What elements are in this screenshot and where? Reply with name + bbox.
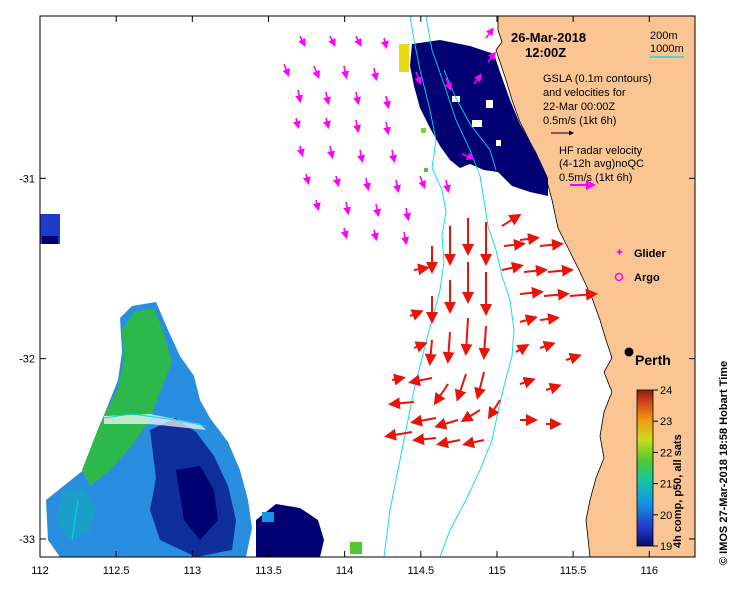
marker-legend: ✦ Glider Argo [614, 246, 667, 284]
radar-note: HF radar velocity (4-12h avg)noQC 0.5m/s… [559, 145, 644, 190]
perth-marker [624, 347, 634, 357]
svg-text:(4-12h avg)noQC: (4-12h avg)noQC [559, 158, 644, 170]
colorbar-tick-label: 19 [660, 541, 672, 553]
x-tick-label: 114 [336, 565, 354, 577]
svg-text:HF radar velocity: HF radar velocity [559, 145, 643, 157]
x-tick-label: 114.5 [407, 565, 434, 577]
colorbar-label: 4h comp, p50, all sats [672, 434, 684, 548]
x-tick-label: 112.5 [103, 565, 130, 577]
colorbar-tick-label: 24 [660, 385, 672, 397]
sst-colorbar: 24 23 22 21 20 19 4h comp, p50, all sats [636, 385, 684, 553]
gsla-velocity-arrows [282, 27, 496, 246]
colorbar-tick-label: 23 [660, 416, 672, 428]
date-label: 26-Mar-2018 [511, 30, 586, 45]
x-tick-label: 115.5 [560, 565, 587, 577]
y-tick-label: -33 [19, 534, 35, 546]
y-tick-label: -32 [19, 354, 35, 366]
argo-symbol [614, 272, 624, 282]
axis-ticks: 112 112.5 113 113.5 114 114.5 115 115.5 116 -31 -3… [19, 16, 695, 577]
plot-frame [39, 15, 696, 558]
glider-symbol: ✦ [615, 246, 624, 259]
svg-text:Argo: Argo [634, 272, 660, 284]
svg-text:GSLA (0.1m contours): GSLA (0.1m contours) [543, 73, 652, 85]
svg-text:Glider: Glider [634, 248, 667, 260]
time-label: 12:00Z [525, 45, 566, 60]
sst-coastal-specks [430, 96, 501, 156]
x-tick-label: 115 [488, 565, 506, 577]
x-tick-label: 113 [184, 565, 202, 577]
gsla-note: GSLA (0.1m contours) and velocities for … [543, 73, 652, 136]
sst-coastal-band [410, 40, 548, 196]
x-tick-label: 116 [641, 565, 659, 577]
y-tick-label: -31 [19, 173, 35, 185]
colorbar-tick-label: 22 [660, 447, 672, 459]
sst-yellow-patch [399, 44, 409, 72]
colorbar-tick-label: 20 [660, 510, 672, 522]
svg-text:0.5m/s (1kt 6h): 0.5m/s (1kt 6h) [559, 172, 632, 184]
hf-radar-arrows [384, 213, 598, 449]
colorbar-tick-label: 21 [660, 479, 672, 491]
x-tick-label: 113.5 [255, 565, 282, 577]
credit-text: © IMOS 27-Mar-2018 18:58 Hobart Time [718, 361, 730, 565]
perth-label: Perth [635, 352, 671, 368]
bathymetry-contours [71, 16, 515, 557]
contour-legend-1000m: 1000m [650, 43, 684, 55]
svg-text:0.5m/s (1kt 6h): 0.5m/s (1kt 6h) [543, 115, 616, 127]
svg-text:22-Mar 00:00Z: 22-Mar 00:00Z [543, 101, 615, 113]
x-tick-label: 112 [31, 565, 49, 577]
contour-legend-200m: 200m [650, 30, 678, 42]
svg-text:and velocities for: and velocities for [543, 87, 626, 99]
